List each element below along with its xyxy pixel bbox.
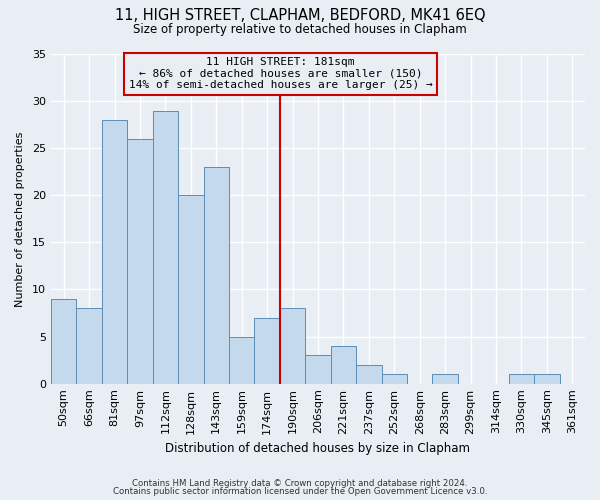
Bar — [203, 167, 229, 384]
Bar — [152, 110, 178, 384]
Bar — [509, 374, 534, 384]
Bar — [254, 318, 280, 384]
Bar — [102, 120, 127, 384]
Text: Contains public sector information licensed under the Open Government Licence v3: Contains public sector information licen… — [113, 487, 487, 496]
Text: 11, HIGH STREET, CLAPHAM, BEDFORD, MK41 6EQ: 11, HIGH STREET, CLAPHAM, BEDFORD, MK41 … — [115, 8, 485, 22]
Bar — [178, 196, 203, 384]
Bar — [382, 374, 407, 384]
Bar — [280, 308, 305, 384]
Bar — [356, 365, 382, 384]
Bar — [76, 308, 102, 384]
Text: Contains HM Land Registry data © Crown copyright and database right 2024.: Contains HM Land Registry data © Crown c… — [132, 478, 468, 488]
Bar — [305, 356, 331, 384]
Bar — [229, 336, 254, 384]
Bar — [534, 374, 560, 384]
X-axis label: Distribution of detached houses by size in Clapham: Distribution of detached houses by size … — [166, 442, 470, 455]
Bar — [433, 374, 458, 384]
Y-axis label: Number of detached properties: Number of detached properties — [15, 131, 25, 306]
Text: 11 HIGH STREET: 181sqm
← 86% of detached houses are smaller (150)
14% of semi-de: 11 HIGH STREET: 181sqm ← 86% of detached… — [129, 58, 433, 90]
Bar — [127, 139, 152, 384]
Bar — [331, 346, 356, 384]
Bar — [51, 299, 76, 384]
Text: Size of property relative to detached houses in Clapham: Size of property relative to detached ho… — [133, 22, 467, 36]
